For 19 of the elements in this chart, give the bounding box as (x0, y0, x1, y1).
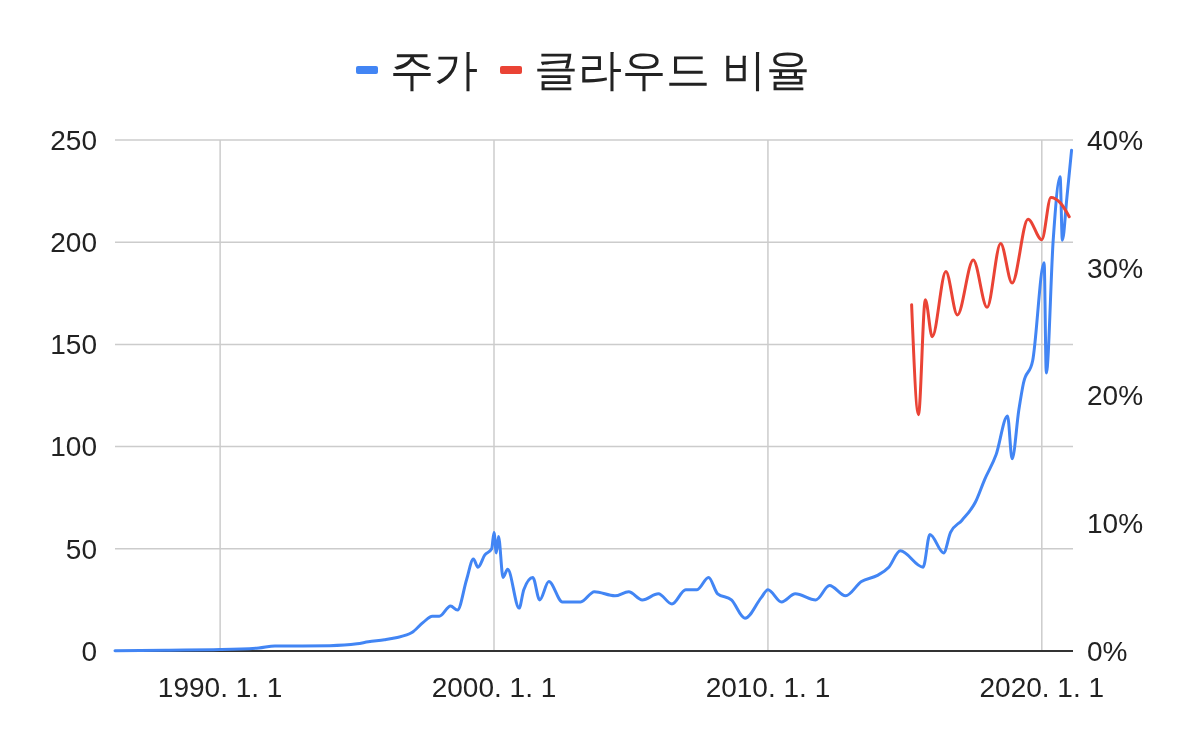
y2-tick-label: 20% (1087, 380, 1144, 412)
y-tick-label: 50 (65, 533, 97, 565)
y-tick-label: 0 (81, 635, 97, 667)
legend-label: 주가 (390, 45, 478, 95)
line-series (113, 148, 1074, 653)
y2-tick-label: 30% (1087, 252, 1144, 284)
x-tick-label: 2010. 1. 1 (705, 672, 831, 703)
line-series (910, 195, 1071, 417)
y2-tick-label: 40% (1087, 124, 1144, 156)
y2-tick-label: 0% (1087, 635, 1128, 667)
x-tick-label: 2020. 1. 1 (979, 672, 1105, 703)
y-tick-label: 100 (50, 431, 97, 463)
legend-label: 클라우드 비율 (534, 45, 811, 95)
x-tick-label: 1990. 1. 1 (157, 672, 283, 703)
y2-tick-label: 10% (1087, 508, 1144, 540)
y-tick-label: 150 (50, 329, 97, 361)
x-tick-label: 2000. 1. 1 (431, 672, 557, 703)
y-tick-label: 200 (50, 227, 97, 258)
y-tick-label: 250 (50, 124, 97, 156)
